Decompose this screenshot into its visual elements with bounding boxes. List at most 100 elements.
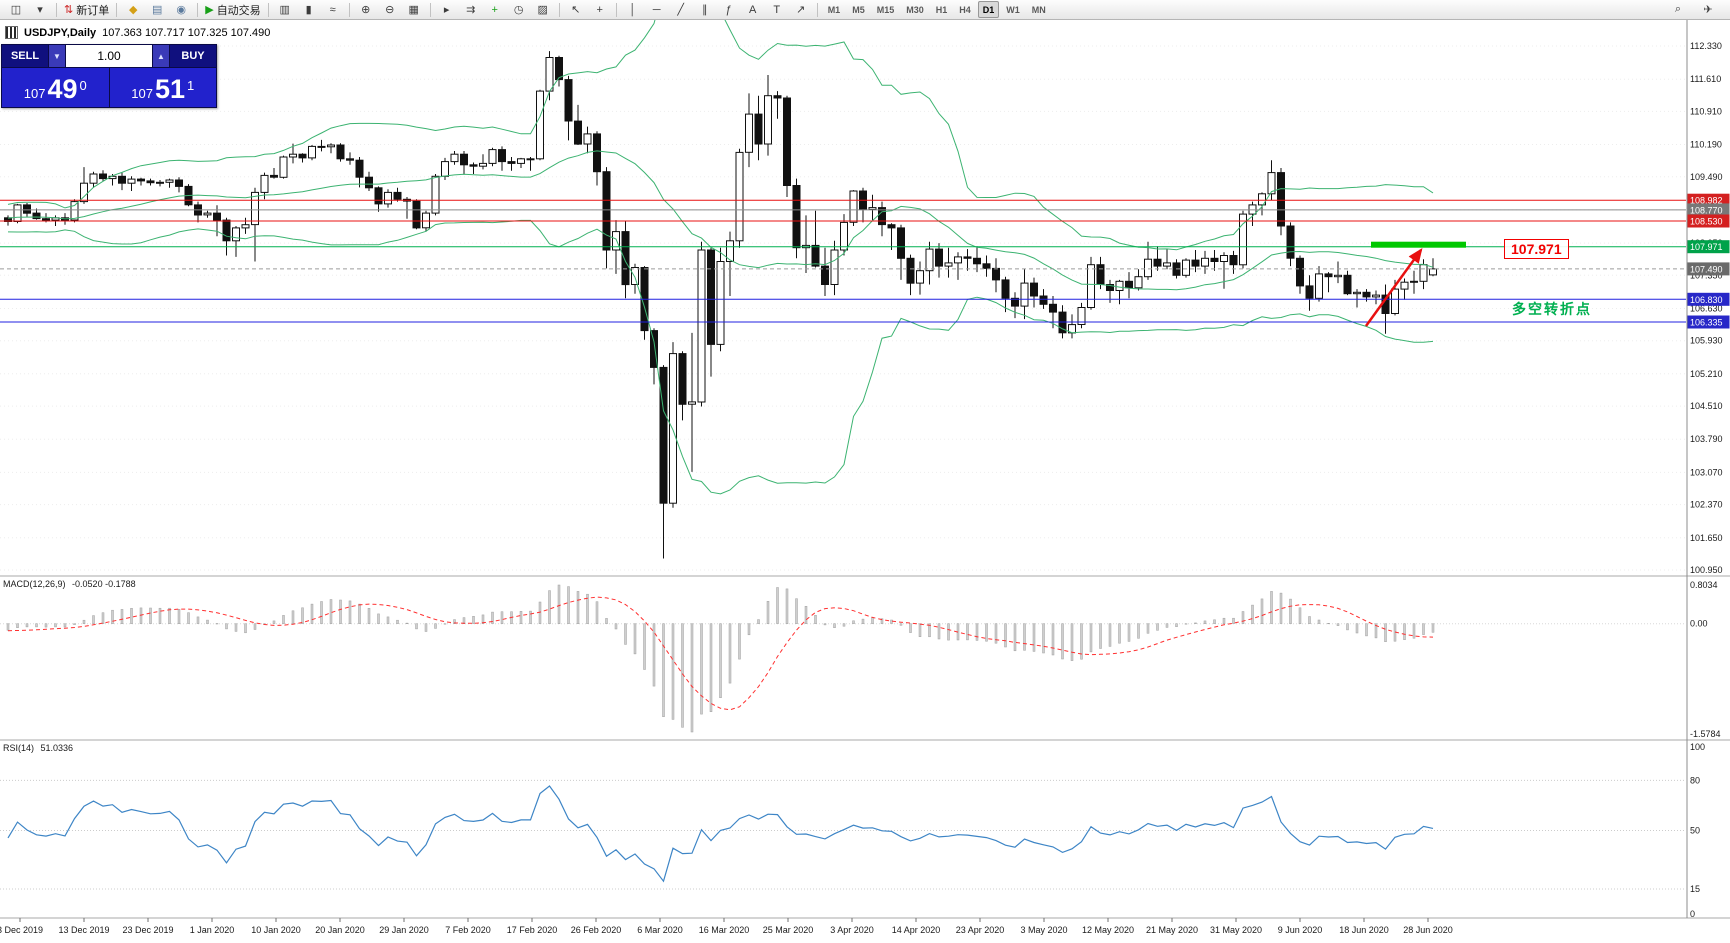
periods-icon[interactable]: ◷ (507, 0, 531, 19)
toolbar-separator (558, 2, 560, 17)
svg-text:23 Apr 2020: 23 Apr 2020 (956, 925, 1005, 935)
timeframe-w1-button[interactable]: W1 (1006, 4, 1020, 15)
auto-scroll-icon[interactable]: ▸ (435, 0, 459, 19)
timeframe-mn-button[interactable]: MN (1031, 4, 1046, 15)
sell-price-pip: 0 (79, 78, 87, 93)
timeframe-m30-button[interactable]: M30 (906, 4, 924, 15)
timeframe-m5-button[interactable]: M5 (852, 4, 865, 15)
templates-icon[interactable]: ▨ (531, 0, 555, 19)
svg-text:14 Apr 2020: 14 Apr 2020 (892, 925, 941, 935)
svg-text:3 Apr 2020: 3 Apr 2020 (830, 925, 874, 935)
autotrading-icon[interactable]: ▶ 自动交易 (202, 0, 263, 19)
buy-price-big: 51 (154, 74, 185, 104)
chart-shift-icon[interactable]: ⇉ (459, 0, 483, 19)
new-chart-icon[interactable]: ◫ (4, 0, 28, 19)
volume-stepper-up[interactable]: ▲ (152, 45, 170, 67)
vertical-line-tool-icon[interactable]: │ (621, 0, 645, 19)
trendline-tool-icon[interactable]: ╱ (669, 0, 693, 19)
svg-text:108.770: 108.770 (1690, 205, 1723, 215)
svg-text:103.070: 103.070 (1690, 467, 1723, 477)
horizontal-line-tool-icon[interactable]: ─ (645, 0, 669, 19)
toolbar-separator (348, 2, 350, 17)
navigator-icon[interactable]: ◉ (169, 0, 193, 19)
svg-text:0.8034: 0.8034 (1690, 580, 1718, 590)
toolbar-separator (429, 2, 431, 17)
sell-price[interactable]: 107 49 0 (2, 68, 110, 108)
tile-windows-glyph: ▦ (408, 4, 419, 16)
volume-input[interactable]: 1.00 (66, 45, 152, 67)
new-order-glyph: ⇅ (64, 4, 74, 16)
text-label-tool-icon[interactable]: T (765, 0, 789, 19)
timeframe-h1-button[interactable]: H1 (935, 4, 948, 15)
zoom-out-icon[interactable]: ⊖ (378, 0, 402, 19)
arrows-tool-icon[interactable]: ↗ (789, 0, 813, 19)
candlestick-mode-glyph: ▮ (305, 4, 312, 16)
candlestick-mode-icon[interactable]: ▮ (297, 0, 321, 19)
market-watch-icon[interactable]: ◆ (121, 0, 145, 19)
autotrading-glyph: ▶ (205, 4, 214, 16)
macd-panel[interactable] (0, 584, 1686, 733)
rsi-panel[interactable] (0, 779, 1686, 890)
crosshair-tool-icon[interactable]: + (588, 0, 612, 19)
search-icon[interactable]: ⌕ (1674, 3, 1682, 15)
buy-button[interactable]: BUY (170, 45, 216, 67)
toolbar-separator (267, 2, 269, 17)
chart-profiles-glyph: ▾ (37, 4, 43, 16)
svg-text:105.210: 105.210 (1690, 369, 1723, 379)
periods-glyph: ◷ (513, 4, 524, 16)
tile-windows-icon[interactable]: ▦ (402, 0, 426, 19)
level-price-tag (1687, 315, 1730, 329)
svg-text:109.490: 109.490 (1690, 172, 1723, 182)
macd-indicator-label: MACD(12,26,9) -0.0520 -0.1788 (3, 579, 136, 589)
toolbar-separator (56, 2, 57, 17)
text-tool-icon[interactable]: A (741, 0, 765, 19)
svg-text:1 Jan 2020: 1 Jan 2020 (190, 925, 235, 935)
svg-text:26 Feb 2020: 26 Feb 2020 (571, 925, 622, 935)
volume-stepper-down[interactable]: ▼ (48, 45, 66, 67)
data-window-icon[interactable]: ▤ (145, 0, 169, 19)
price-annotation-label[interactable]: 107.971 (1504, 239, 1569, 259)
svg-text:7 Feb 2020: 7 Feb 2020 (445, 925, 491, 935)
thick-green-resistance-segment[interactable] (1371, 241, 1466, 248)
buy-price-handle: 107 (131, 86, 153, 101)
channel-tool-icon[interactable]: ∥ (693, 0, 717, 19)
timeframe-m15-button[interactable]: M15 (876, 4, 895, 15)
line-chart-mode-icon[interactable]: ≈ (321, 0, 345, 19)
svg-text:108.982: 108.982 (1690, 196, 1723, 206)
bar-chart-mode-icon[interactable]: ▥ (273, 0, 297, 19)
sell-button[interactable]: SELL (2, 45, 48, 67)
svg-text:103.790: 103.790 (1690, 434, 1723, 444)
svg-text:31 May 2020: 31 May 2020 (1210, 925, 1262, 935)
svg-text:23 Dec 2019: 23 Dec 2019 (122, 925, 173, 935)
svg-text:107.971: 107.971 (1690, 242, 1723, 252)
timeframe-h4-button[interactable]: H4 (959, 4, 971, 15)
fibonacci-tool-icon[interactable]: ƒ (717, 0, 741, 19)
svg-text:108.530: 108.530 (1690, 216, 1723, 226)
rsi-value: 51.0336 (40, 743, 74, 753)
main-price-panel[interactable] (0, 20, 1686, 571)
buy-price[interactable]: 107 51 1 (110, 68, 217, 108)
chart-window[interactable]: 112.330 111.610 110.910 110.190 109.490 108.7… (0, 20, 1730, 943)
navigator-glyph: ◉ (176, 4, 187, 16)
cursor-tool-icon[interactable]: ↖ (564, 0, 588, 19)
turning-point-annotation[interactable]: 多空转折点 (1512, 301, 1592, 317)
indicators-add-icon[interactable]: + (483, 0, 507, 19)
svg-text:106.630: 106.630 (1690, 303, 1723, 313)
timeframe-d1-button[interactable]: D1 (977, 1, 1000, 18)
zoom-in-icon[interactable]: ⊕ (354, 0, 378, 19)
indicators-add-glyph: + (491, 3, 498, 16)
svg-text:18 Jun 2020: 18 Jun 2020 (1339, 925, 1389, 935)
svg-text:15: 15 (1690, 884, 1700, 894)
chart-profiles-icon[interactable]: ▾ (28, 0, 52, 19)
market-watch-glyph: ◆ (128, 4, 138, 16)
community-icon[interactable]: ✈ (1703, 4, 1713, 16)
svg-text:13 Dec 2019: 13 Dec 2019 (58, 925, 109, 935)
svg-text:28 Jun 2020: 28 Jun 2020 (1403, 925, 1453, 935)
text-tool-glyph: A (749, 3, 757, 16)
svg-text:3 Dec 2019: 3 Dec 2019 (0, 925, 43, 935)
red-trend-arrow[interactable] (1364, 247, 1423, 327)
timeframe-m1-button[interactable]: M1 (827, 4, 841, 15)
new-order-icon[interactable]: ⇅ 新订单 (61, 0, 112, 19)
svg-text:0: 0 (1690, 909, 1695, 919)
cursor-tool-glyph: ↖ (571, 4, 581, 16)
